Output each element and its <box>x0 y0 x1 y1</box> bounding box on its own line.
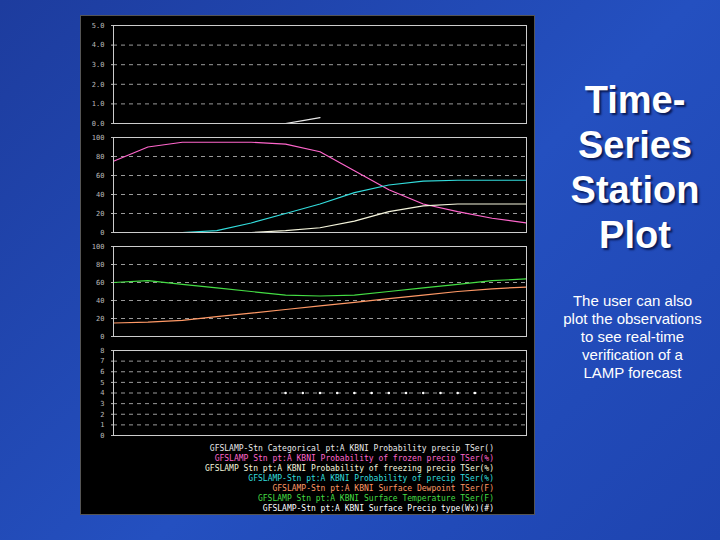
svg-text:40: 40 <box>96 191 104 199</box>
html-text:GFSLAMP-Stn Categorical pt:A K: GFSLAMP-Stn Categorical pt:A KBNI Probab… <box>209 444 494 453</box>
svg-text:4.0: 4.0 <box>92 41 105 49</box>
html-text:GFSLAMP Stn pt:A KBNI Probabil: GFSLAMP Stn pt:A KBNI Probability of fre… <box>205 464 494 473</box>
svg-text:3: 3 <box>100 400 104 408</box>
svg-text:0: 0 <box>100 432 104 440</box>
svg-text:20: 20 <box>96 315 104 323</box>
svg-text:5.0: 5.0 <box>92 22 105 30</box>
html-text:Time-Series Station Plot: Time-Series Station Plot <box>570 79 700 256</box>
html-text:GFSLAMP-Stn pt:A KBNI Surface: GFSLAMP-Stn pt:A KBNI Surface Precip typ… <box>262 504 494 513</box>
html-text:GFSLAMP-Stn pt:A KBNI Probabil: GFSLAMP-Stn pt:A KBNI Probability of pre… <box>248 474 494 483</box>
svg-text:20: 20 <box>96 210 104 218</box>
html-text:The user can also plot the obs: The user can also plot the observations … <box>563 292 702 381</box>
svg-text:1.0: 1.0 <box>92 100 105 108</box>
svg-text:80: 80 <box>96 261 104 269</box>
svg-text:60: 60 <box>96 172 104 180</box>
svg-text:100: 100 <box>92 134 105 142</box>
svg-text:4: 4 <box>100 389 104 397</box>
svg-text:60: 60 <box>96 279 104 287</box>
svg-text:0: 0 <box>100 229 104 237</box>
svg-text:2: 2 <box>100 410 104 418</box>
svg-text:3.0: 3.0 <box>92 61 105 69</box>
svg-text:1: 1 <box>100 421 104 429</box>
svg-text:7: 7 <box>100 357 104 365</box>
svg-text:0: 0 <box>100 333 104 341</box>
svg-text:80: 80 <box>96 153 104 161</box>
svg-text:100: 100 <box>92 243 105 251</box>
svg-text:0.0: 0.0 <box>92 120 105 128</box>
svg-text:40: 40 <box>96 297 104 305</box>
html-text:GFSLAMP Stn pt:A KBNI Surface: GFSLAMP Stn pt:A KBNI Surface Temperatur… <box>258 494 494 503</box>
svg-text:5: 5 <box>100 379 104 387</box>
svg-text:2.0: 2.0 <box>92 81 105 89</box>
svg-text:6: 6 <box>100 368 104 376</box>
svg-text:8: 8 <box>100 347 104 355</box>
html-text:GFSLAMP Stn pt:A KBNI Probabil: GFSLAMP Stn pt:A KBNI Probability of fro… <box>214 454 494 463</box>
html-text:GFSLAMP-Stn pt:A KBNI Surface: GFSLAMP-Stn pt:A KBNI Surface Dewpoint T… <box>272 484 494 493</box>
